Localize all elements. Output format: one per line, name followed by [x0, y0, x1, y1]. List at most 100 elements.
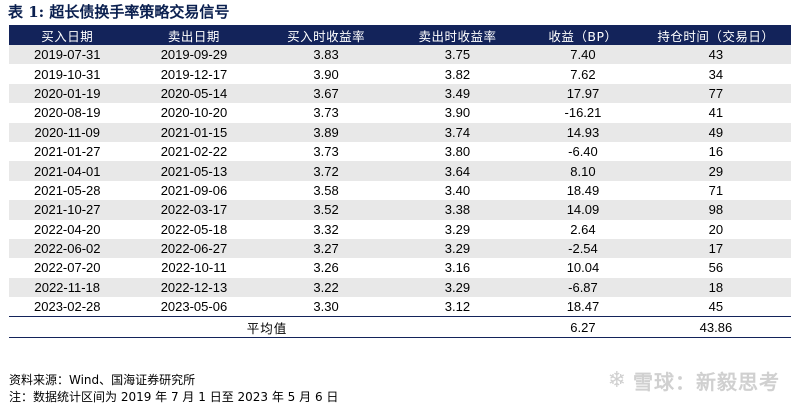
- cell-sell-date: 2021-09-06: [125, 180, 263, 201]
- trade-signals-table: 买入日期 卖出日期 买入时收益率 卖出时收益率 收益（BP） 持仓时间（交易日）…: [9, 25, 791, 339]
- watermark-text: 雪球：新毅思考: [633, 370, 780, 394]
- cell-sell-yield: 3.80: [389, 141, 526, 162]
- cell-sell-date: 2019-12-17: [125, 64, 263, 84]
- cell-sell-yield: 3.29: [389, 219, 526, 239]
- cell-holding-days: 49: [640, 122, 791, 142]
- average-holding: 43.86: [640, 316, 791, 339]
- header-buy-date: 买入日期: [9, 25, 126, 45]
- table-row: 2022-07-20 2022-10-11 3.26 3.16 10.04 56: [9, 258, 791, 278]
- cell-buy-date: 2022-04-20: [9, 219, 126, 239]
- cell-return-bp: -6.40: [525, 141, 641, 162]
- cell-buy-yield: 3.52: [262, 200, 390, 220]
- cell-holding-days: 77: [640, 83, 791, 104]
- cell-sell-date: 2020-10-20: [125, 103, 263, 123]
- table-row: 2022-04-20 2022-05-18 3.32 3.29 2.64 20: [9, 219, 791, 239]
- cell-holding-days: 41: [640, 103, 791, 123]
- cell-buy-date: 2022-06-02: [9, 238, 126, 259]
- cell-sell-yield: 3.40: [389, 180, 526, 201]
- cell-sell-date: 2021-01-15: [125, 122, 263, 142]
- cell-buy-yield: 3.89: [262, 122, 390, 142]
- table-row: 2022-06-02 2022-06-27 3.27 3.29 -2.54 17: [9, 238, 791, 259]
- cell-sell-date: 2022-05-18: [125, 219, 263, 239]
- header-sell-date: 卖出日期: [125, 25, 263, 45]
- table-row: 2020-08-19 2020-10-20 3.73 3.90 -16.21 41: [9, 103, 791, 123]
- cell-sell-yield: 3.12: [389, 297, 526, 317]
- cell-buy-yield: 3.22: [262, 277, 390, 298]
- table-row: 2021-04-01 2021-05-13 3.72 3.64 8.10 29: [9, 161, 791, 181]
- table-header-row: 买入日期 卖出日期 买入时收益率 卖出时收益率 收益（BP） 持仓时间（交易日）: [9, 25, 791, 45]
- cell-holding-days: 98: [640, 200, 791, 220]
- cell-holding-days: 17: [640, 238, 791, 259]
- cell-sell-yield: 3.74: [389, 122, 526, 142]
- notes: 资料来源：Wind、国海证券研究所 注：数据统计区间为 2019 年 7 月 1…: [9, 372, 338, 406]
- cell-buy-date: 2023-02-28: [9, 297, 126, 317]
- cell-buy-yield: 3.83: [262, 45, 390, 65]
- table-row: 2021-05-28 2021-09-06 3.58 3.40 18.49 71: [9, 180, 791, 201]
- cell-buy-date: 2019-07-31: [9, 45, 126, 65]
- cell-buy-yield: 3.58: [262, 180, 390, 201]
- cell-sell-date: 2021-05-13: [125, 161, 263, 181]
- cell-return-bp: 7.62: [525, 64, 641, 84]
- cell-buy-date: 2020-08-19: [9, 103, 126, 123]
- cell-sell-yield: 3.75: [389, 45, 526, 65]
- table-row: 2019-10-31 2019-12-17 3.90 3.82 7.62 34: [9, 64, 791, 84]
- header-holding-days: 持仓时间（交易日）: [640, 25, 791, 45]
- cell-holding-days: 34: [640, 64, 791, 84]
- cell-return-bp: 17.97: [525, 83, 641, 104]
- cell-sell-yield: 3.29: [389, 277, 526, 298]
- cell-return-bp: 7.40: [525, 45, 641, 65]
- cell-sell-date: 2023-05-06: [125, 297, 263, 317]
- table-row: 2021-01-27 2021-02-22 3.73 3.80 -6.40 16: [9, 141, 791, 162]
- cell-holding-days: 43: [640, 45, 791, 65]
- cell-buy-yield: 3.67: [262, 83, 390, 104]
- cell-sell-yield: 3.16: [389, 258, 526, 278]
- cell-return-bp: 14.09: [525, 200, 641, 220]
- cell-holding-days: 18: [640, 277, 791, 298]
- table-row: 2020-11-09 2021-01-15 3.89 3.74 14.93 49: [9, 122, 791, 142]
- cell-holding-days: 20: [640, 219, 791, 239]
- cell-holding-days: 45: [640, 297, 791, 317]
- cell-sell-date: 2021-02-22: [125, 141, 263, 162]
- header-sell-yield: 卖出时收益率: [389, 25, 526, 45]
- average-label: 平均值: [9, 316, 526, 339]
- cell-sell-date: 2022-03-17: [125, 200, 263, 220]
- cell-sell-yield: 3.49: [389, 83, 526, 104]
- cell-buy-yield: 3.72: [262, 161, 390, 181]
- cell-buy-date: 2021-04-01: [9, 161, 126, 181]
- cell-sell-date: 2019-09-29: [125, 45, 263, 65]
- cell-buy-yield: 3.26: [262, 258, 390, 278]
- table-row: 2023-02-28 2023-05-06 3.30 3.12 18.47 45: [9, 297, 791, 317]
- cell-holding-days: 29: [640, 161, 791, 181]
- cell-sell-date: 2020-05-14: [125, 83, 263, 104]
- cell-return-bp: 18.49: [525, 180, 641, 201]
- cell-buy-yield: 3.90: [262, 64, 390, 84]
- cell-return-bp: -6.87: [525, 277, 641, 298]
- cell-holding-days: 71: [640, 180, 791, 201]
- cell-buy-date: 2022-07-20: [9, 258, 126, 278]
- cell-buy-yield: 3.32: [262, 219, 390, 239]
- table-row: 2022-11-18 2022-12-13 3.22 3.29 -6.87 18: [9, 277, 791, 298]
- watermark: ❄ 雪球：新毅思考: [608, 366, 780, 395]
- cell-buy-yield: 3.27: [262, 238, 390, 259]
- cell-sell-date: 2022-10-11: [125, 258, 263, 278]
- average-row: 平均值 6.27 43.86: [9, 316, 791, 339]
- average-return: 6.27: [525, 316, 641, 339]
- cell-buy-date: 2022-11-18: [9, 277, 126, 298]
- table-row: 2021-10-27 2022-03-17 3.52 3.38 14.09 98: [9, 200, 791, 220]
- cell-return-bp: -16.21: [525, 103, 641, 123]
- source-note: 资料来源：Wind、国海证券研究所: [9, 373, 196, 387]
- cell-sell-yield: 3.90: [389, 103, 526, 123]
- header-return-bp: 收益（BP）: [525, 25, 641, 45]
- table-row: 2019-07-31 2019-09-29 3.83 3.75 7.40 43: [9, 45, 791, 65]
- cell-buy-yield: 3.73: [262, 103, 390, 123]
- cell-buy-date: 2021-05-28: [9, 180, 126, 201]
- period-note: 注：数据统计区间为 2019 年 7 月 1 日至 2023 年 5 月 6 日: [9, 390, 339, 404]
- cell-return-bp: 18.47: [525, 297, 641, 317]
- cell-sell-yield: 3.82: [389, 64, 526, 84]
- cell-buy-date: 2020-11-09: [9, 122, 126, 142]
- header-buy-yield: 买入时收益率: [262, 25, 390, 45]
- cell-holding-days: 16: [640, 141, 791, 162]
- cell-return-bp: 14.93: [525, 122, 641, 142]
- table-row: 2020-01-19 2020-05-14 3.67 3.49 17.97 77: [9, 83, 791, 104]
- cell-sell-yield: 3.29: [389, 238, 526, 259]
